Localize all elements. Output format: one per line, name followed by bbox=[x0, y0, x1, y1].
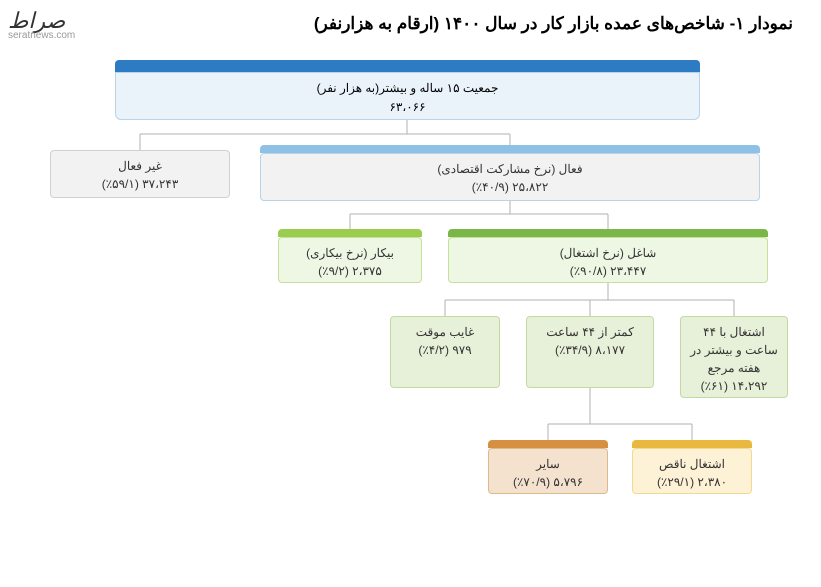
node-less44: کمتر از ۴۴ ساعت ۸،۱۷۷ (٪۳۴/۹) bbox=[526, 316, 654, 388]
node-other-tab bbox=[488, 440, 608, 448]
node-unemployed-tab bbox=[278, 229, 422, 237]
node-root-bar bbox=[115, 60, 700, 72]
node-unemployed-value: ۲،۳۷۵ (٪۹/۲) bbox=[283, 262, 417, 280]
node-root-label: جمعیت ۱۵ ساله و بیشتر(به هزار نفر) bbox=[116, 79, 699, 98]
node-hours44plus-line1: اشتغال با ۴۴ bbox=[685, 323, 783, 341]
node-active: فعال (نرخ مشارکت اقتصادی) ۲۵،۸۲۲ (٪۴۰/۹) bbox=[260, 153, 760, 201]
node-unemployed-label: بیکار (نرخ بیکاری) bbox=[283, 244, 417, 262]
node-hours44plus-value: ۱۴،۲۹۲ (٪۶۱) bbox=[685, 377, 783, 395]
node-underemployment-value: ۲،۳۸۰ (٪۲۹/۱) bbox=[637, 473, 747, 491]
node-underemployment-label: اشتغال ناقص bbox=[637, 455, 747, 473]
node-less44-value: ۸،۱۷۷ (٪۳۴/۹) bbox=[531, 341, 649, 359]
watermark: صراط seratnews.com bbox=[8, 8, 75, 41]
node-employed-value: ۲۳،۴۴۷ (٪۹۰/۸) bbox=[453, 262, 763, 280]
node-active-tab bbox=[260, 145, 760, 153]
node-inactive: غیر فعال ۳۷،۲۴۳ (٪۵۹/۱) bbox=[50, 150, 230, 198]
node-other-label: سایر bbox=[493, 455, 603, 473]
node-active-label: فعال (نرخ مشارکت اقتصادی) bbox=[265, 160, 755, 178]
node-underemployment: اشتغال ناقص ۲،۳۸۰ (٪۲۹/۱) bbox=[632, 448, 752, 494]
node-inactive-label: غیر فعال bbox=[55, 157, 225, 175]
node-absent-value: ۹۷۹ (٪۴/۲) bbox=[395, 341, 495, 359]
node-hours44plus: اشتغال با ۴۴ ساعت و بیشتر در هفته مرجع ۱… bbox=[680, 316, 788, 398]
node-other-value: ۵،۷۹۶ (٪۷۰/۹) bbox=[493, 473, 603, 491]
watermark-url: seratnews.com bbox=[8, 30, 75, 41]
node-underemployment-tab bbox=[632, 440, 752, 448]
node-root-value: ۶۳،۰۶۶ bbox=[116, 98, 699, 117]
node-absent-label: غایب موقت bbox=[395, 323, 495, 341]
node-hours44plus-line2: ساعت و بیشتر در bbox=[685, 341, 783, 359]
node-unemployed: بیکار (نرخ بیکاری) ۲،۳۷۵ (٪۹/۲) bbox=[278, 237, 422, 283]
chart-title: نمودار ۱- شاخص‌های عمده بازار کار در سال… bbox=[314, 14, 793, 34]
node-employed-tab bbox=[448, 229, 768, 237]
node-inactive-value: ۳۷،۲۴۳ (٪۵۹/۱) bbox=[55, 175, 225, 193]
node-employed: شاغل (نرخ اشتغال) ۲۳،۴۴۷ (٪۹۰/۸) bbox=[448, 237, 768, 283]
node-hours44plus-line3: هفته مرجع bbox=[685, 359, 783, 377]
node-less44-label: کمتر از ۴۴ ساعت bbox=[531, 323, 649, 341]
node-other: سایر ۵،۷۹۶ (٪۷۰/۹) bbox=[488, 448, 608, 494]
node-root: جمعیت ۱۵ ساله و بیشتر(به هزار نفر) ۶۳،۰۶… bbox=[115, 72, 700, 120]
node-absent: غایب موقت ۹۷۹ (٪۴/۲) bbox=[390, 316, 500, 388]
node-active-value: ۲۵،۸۲۲ (٪۴۰/۹) bbox=[265, 178, 755, 196]
node-employed-label: شاغل (نرخ اشتغال) bbox=[453, 244, 763, 262]
